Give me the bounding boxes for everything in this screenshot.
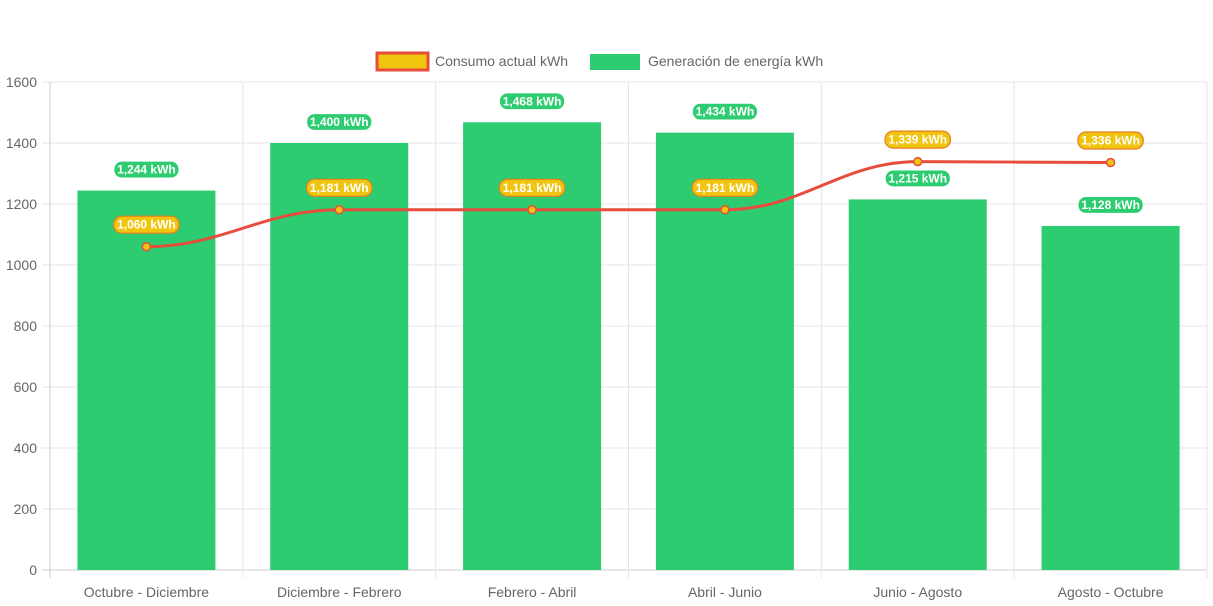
bar-value-label: 1,128 kWh: [1077, 195, 1144, 215]
legend-swatch-consumo: [375, 51, 430, 72]
data-labels: 1,244 kWh 1,400 kWh 1,468 kWh 1,434 kWh 1,21…: [113, 92, 1144, 234]
line-value-label-bg: [113, 215, 180, 234]
consumo-line: [146, 160, 1111, 249]
bar-value-label-text: 1,244 kWh: [117, 163, 176, 177]
bar-value-label-bg: [1077, 195, 1144, 215]
bar-value-label-text: 1,468 kWh: [503, 94, 562, 108]
bar[interactable]: [1041, 225, 1180, 570]
line-point[interactable]: [527, 205, 537, 215]
x-axis: Octubre - Diciembre Diciembre - Febrero Fe…: [84, 584, 1164, 600]
bar-value-label: 1,468 kWh: [498, 92, 566, 111]
line-value-label-text: 1,181 kWh: [310, 181, 369, 195]
x-tick-label: Junio - Agosto: [873, 584, 962, 600]
line-value-label-bg: [884, 130, 952, 149]
y-tick-label: 0: [29, 562, 37, 578]
y-tick-label: 1000: [6, 257, 37, 273]
grid-layer: [42, 81, 1208, 578]
line-value-label: 1,181 kWh: [691, 178, 759, 197]
bar-value-label: 1,434 kWh: [691, 102, 759, 121]
x-tick-label: Octubre - Diciembre: [84, 584, 209, 600]
x-tick-label: Abril - Junio: [688, 584, 762, 600]
line-value-label-bg: [498, 178, 566, 197]
y-tick-label: 1600: [6, 74, 37, 90]
line-value-label-text: 1,181 kWh: [696, 181, 755, 195]
legend-label-consumo: Consumo actual kWh: [435, 53, 568, 69]
bar-value-label: 1,215 kWh: [884, 169, 952, 188]
y-tick-label: 600: [14, 379, 38, 395]
line-point[interactable]: [1105, 157, 1116, 168]
legend-swatch-generacion: [590, 54, 640, 70]
y-tick-label: 200: [14, 501, 38, 517]
bar-value-label-bg: [498, 92, 566, 111]
line-value-label: 1,336 kWh: [1077, 131, 1144, 150]
bar-value-label-text: 1,128 kWh: [1081, 198, 1140, 212]
line-value-label-text: 1,336 kWh: [1081, 134, 1140, 148]
bar-value-label: 1,400 kWh: [305, 112, 373, 132]
line-point[interactable]: [334, 205, 344, 215]
line-value-label-text: 1,181 kWh: [503, 181, 562, 195]
bar-value-label-text: 1,434 kWh: [696, 105, 755, 119]
x-tick-label: Diciembre - Febrero: [277, 584, 402, 600]
bar-value-label-bg: [884, 169, 952, 188]
line-point[interactable]: [720, 205, 730, 215]
x-tick-label: Febrero - Abril: [488, 584, 577, 600]
bar[interactable]: [848, 199, 987, 571]
line-value-label: 1,181 kWh: [498, 178, 566, 197]
legend-item-consumo[interactable]: Consumo actual kWh: [375, 51, 568, 72]
y-axis: 0 200 400 600 800 1000 1200 1400 1600: [6, 74, 37, 578]
y-tick-label: 1200: [6, 196, 37, 212]
y-tick-label: 800: [14, 318, 38, 334]
bar-value-label-bg: [113, 160, 180, 179]
bar-value-label: 1,244 kWh: [113, 160, 180, 179]
line-value-label-bg: [691, 178, 759, 197]
line-value-label: 1,339 kWh: [884, 130, 952, 149]
y-tick-label: 400: [14, 440, 38, 456]
x-tick-label: Agosto - Octubre: [1058, 584, 1164, 600]
bar-value-label-bg: [691, 102, 759, 121]
line-series: [141, 156, 1116, 252]
line-point[interactable]: [913, 156, 923, 167]
line-value-label: 1,060 kWh: [113, 215, 180, 234]
bar-value-label-text: 1,400 kWh: [310, 115, 369, 129]
line-value-label-text: 1,339 kWh: [888, 133, 947, 147]
line-value-label: 1,181 kWh: [305, 178, 373, 197]
y-tick-label: 1400: [6, 135, 37, 151]
legend-label-generacion: Generación de energía kWh: [648, 53, 823, 69]
line-value-label-text: 1,060 kWh: [117, 218, 176, 232]
line-value-label-bg: [305, 178, 373, 197]
bar-value-label-bg: [305, 112, 373, 132]
bar[interactable]: [77, 190, 216, 570]
line-value-label-bg: [1077, 131, 1144, 150]
legend-item-generacion[interactable]: Generación de energía kWh: [590, 53, 823, 70]
line-point[interactable]: [141, 241, 152, 252]
bar[interactable]: [655, 132, 794, 570]
bar-value-label-text: 1,215 kWh: [888, 171, 947, 185]
legend: Consumo actual kWh Generación de energía…: [375, 51, 823, 72]
